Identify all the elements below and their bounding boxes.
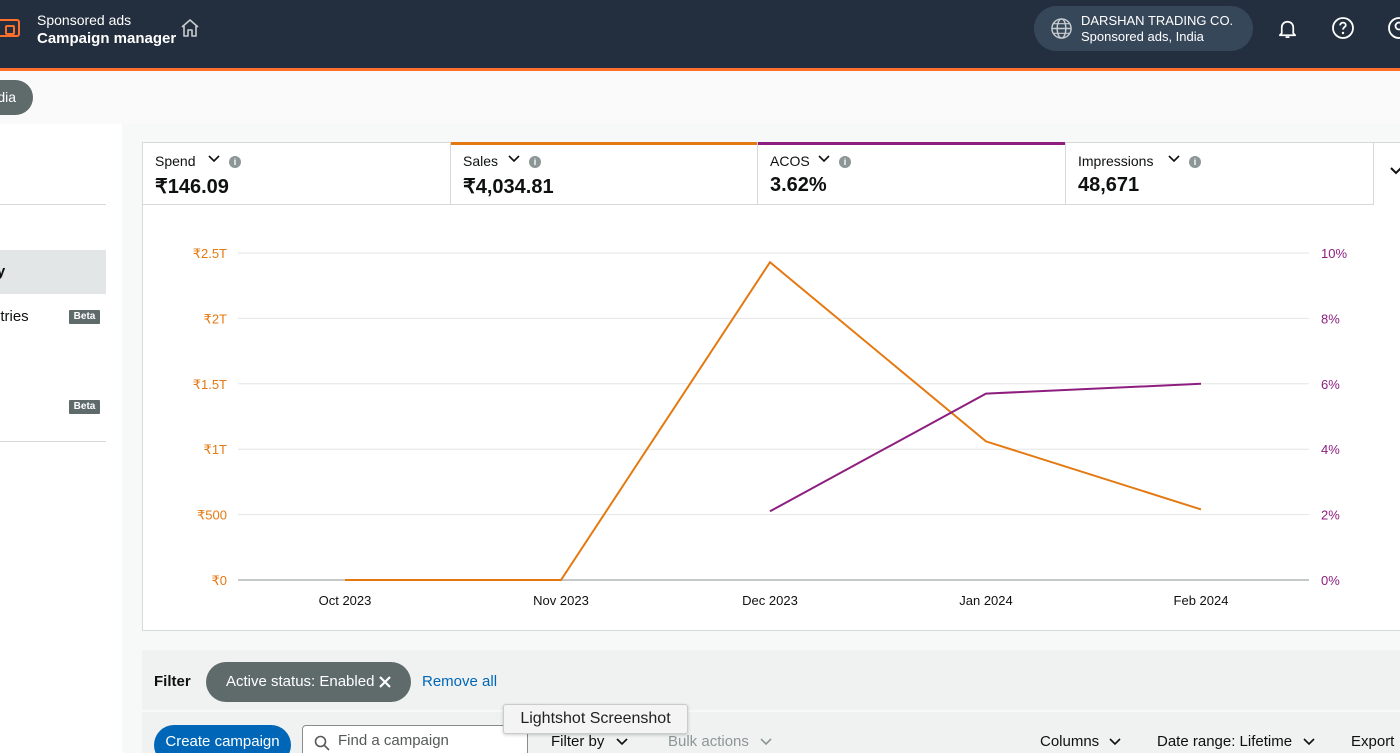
nav-divider bbox=[0, 204, 106, 205]
metric-accent-bar bbox=[758, 142, 1065, 145]
y-left-tick-label: ₹1.5T bbox=[193, 377, 227, 392]
create-campaign-button[interactable]: Create campaign bbox=[154, 725, 291, 753]
campaign-toolbar: Create campaign Filter by Bulk actions C… bbox=[142, 712, 1400, 753]
filter-chip-label: Active status: Enabled bbox=[226, 673, 375, 690]
user-icon[interactable] bbox=[1387, 16, 1400, 40]
search-icon bbox=[314, 735, 330, 751]
left-nav: ry ntries Beta Beta bbox=[0, 124, 122, 753]
metric-value: ₹146.09 bbox=[155, 176, 229, 198]
filter-bar: Filter Active status: Enabled Remove all bbox=[142, 650, 1400, 710]
series-line-sales bbox=[345, 260, 1202, 581]
y-left-tick-label: ₹500 bbox=[197, 508, 227, 523]
metric-value: ₹4,034.81 bbox=[463, 176, 554, 198]
account-subtitle: Sponsored ads, India bbox=[1081, 29, 1204, 44]
x-tick-label: Nov 2023 bbox=[533, 593, 589, 608]
filter-by-dropdown[interactable]: Filter by bbox=[551, 733, 605, 750]
metric-value: 3.62% bbox=[770, 174, 827, 196]
x-tick-label: Oct 2023 bbox=[319, 593, 372, 608]
chevron-down-icon[interactable] bbox=[760, 738, 772, 746]
y-right-tick-label: 6% bbox=[1321, 377, 1340, 392]
region-selector[interactable]: dia bbox=[0, 80, 33, 115]
metric-label: Impressions bbox=[1078, 153, 1154, 169]
y-right-tick-label: 0% bbox=[1321, 573, 1340, 588]
filter-label: Filter bbox=[154, 673, 191, 690]
metric-accent-bar bbox=[451, 142, 757, 145]
home-icon[interactable] bbox=[179, 17, 201, 39]
chevron-down-icon[interactable] bbox=[818, 155, 830, 163]
nav-item-label: ry bbox=[0, 263, 6, 280]
metric-card-acos[interactable]: ACOS i 3.62% bbox=[758, 142, 1066, 205]
account-name: DARSHAN TRADING CO. bbox=[1081, 13, 1234, 28]
nav-item-countries[interactable]: ntries Beta bbox=[0, 294, 106, 338]
campaign-search[interactable] bbox=[302, 725, 528, 753]
y-left-tick-label: ₹2.5T bbox=[193, 246, 227, 261]
y-right-tick-label: 8% bbox=[1321, 311, 1340, 326]
metric-label: ACOS bbox=[770, 153, 810, 169]
metric-label: Sales bbox=[463, 153, 499, 169]
metric-card-spend[interactable]: Spend i ₹146.09 bbox=[143, 143, 451, 205]
help-icon[interactable] bbox=[1331, 16, 1355, 40]
nav-divider bbox=[0, 441, 106, 442]
y-right-tick-label: 4% bbox=[1321, 442, 1340, 457]
metric-value: 48,671 bbox=[1078, 174, 1140, 196]
chevron-down-icon[interactable] bbox=[1109, 738, 1121, 746]
chevron-down-icon[interactable] bbox=[208, 155, 220, 163]
info-icon[interactable]: i bbox=[839, 156, 851, 168]
nav-item-summary[interactable]: ry bbox=[0, 250, 106, 294]
y-left-tick-label: ₹1T bbox=[204, 442, 228, 457]
info-icon[interactable]: i bbox=[229, 156, 241, 168]
beta-badge: Beta bbox=[69, 310, 100, 324]
topbar-accent-line bbox=[0, 68, 1400, 71]
y-right-tick-label: 10% bbox=[1321, 246, 1347, 261]
y-left-tick-label: ₹0 bbox=[211, 573, 227, 588]
metric-card-sales[interactable]: Sales i ₹4,034.81 bbox=[451, 142, 758, 205]
y-right-tick-label: 2% bbox=[1321, 508, 1340, 523]
x-tick-label: Dec 2023 bbox=[742, 593, 798, 608]
account-switcher[interactable]: DARSHAN TRADING CO. Sponsored ads, India bbox=[1034, 6, 1253, 51]
columns-dropdown[interactable]: Columns bbox=[1040, 733, 1100, 750]
region-strip: dia bbox=[0, 71, 1400, 124]
chevron-down-icon[interactable] bbox=[616, 738, 628, 746]
info-icon[interactable]: i bbox=[529, 156, 541, 168]
x-tick-label: Feb 2024 bbox=[1174, 593, 1229, 608]
date-range-dropdown[interactable]: Date range: Lifetime bbox=[1157, 733, 1293, 750]
top-bar: Sponsored ads Campaign manager DARSHAN T… bbox=[0, 0, 1400, 68]
search-input[interactable] bbox=[338, 732, 518, 749]
series-line-acos bbox=[769, 382, 1202, 513]
globe-icon bbox=[1051, 18, 1072, 39]
export-button[interactable]: Export bbox=[1351, 733, 1395, 750]
chevron-down-icon[interactable] bbox=[508, 155, 520, 163]
bell-icon[interactable] bbox=[1276, 17, 1299, 40]
screenshot-tooltip: Lightshot Screenshot bbox=[503, 704, 688, 734]
metric-label: Spend bbox=[155, 153, 196, 169]
chevron-down-icon[interactable] bbox=[1168, 155, 1180, 163]
remove-all-link[interactable]: Remove all bbox=[422, 673, 498, 690]
x-tick-label: Jan 2024 bbox=[959, 593, 1013, 608]
info-icon[interactable]: i bbox=[1189, 156, 1201, 168]
brand-title[interactable]: Campaign manager bbox=[37, 30, 177, 47]
chevron-down-icon[interactable] bbox=[1303, 738, 1315, 746]
metric-card-impressions[interactable]: Impressions i 48,671 bbox=[1066, 143, 1374, 205]
performance-chart-panel: Spend i ₹146.09 Sales i ₹4,034.81 ACOS i… bbox=[142, 142, 1400, 631]
nav-item-label: ntries bbox=[0, 308, 29, 325]
more-metrics-chevron-icon[interactable] bbox=[1390, 167, 1400, 175]
brand-subtitle: Sponsored ads bbox=[37, 12, 132, 28]
close-icon[interactable] bbox=[378, 675, 392, 689]
wallet-icon[interactable] bbox=[0, 19, 20, 37]
nav-item-beta[interactable]: Beta bbox=[0, 384, 106, 428]
filter-chip-active-status[interactable]: Active status: Enabled bbox=[206, 662, 411, 702]
bulk-actions-dropdown[interactable]: Bulk actions bbox=[668, 733, 749, 750]
beta-badge: Beta bbox=[69, 400, 100, 414]
y-left-tick-label: ₹2T bbox=[204, 311, 228, 326]
